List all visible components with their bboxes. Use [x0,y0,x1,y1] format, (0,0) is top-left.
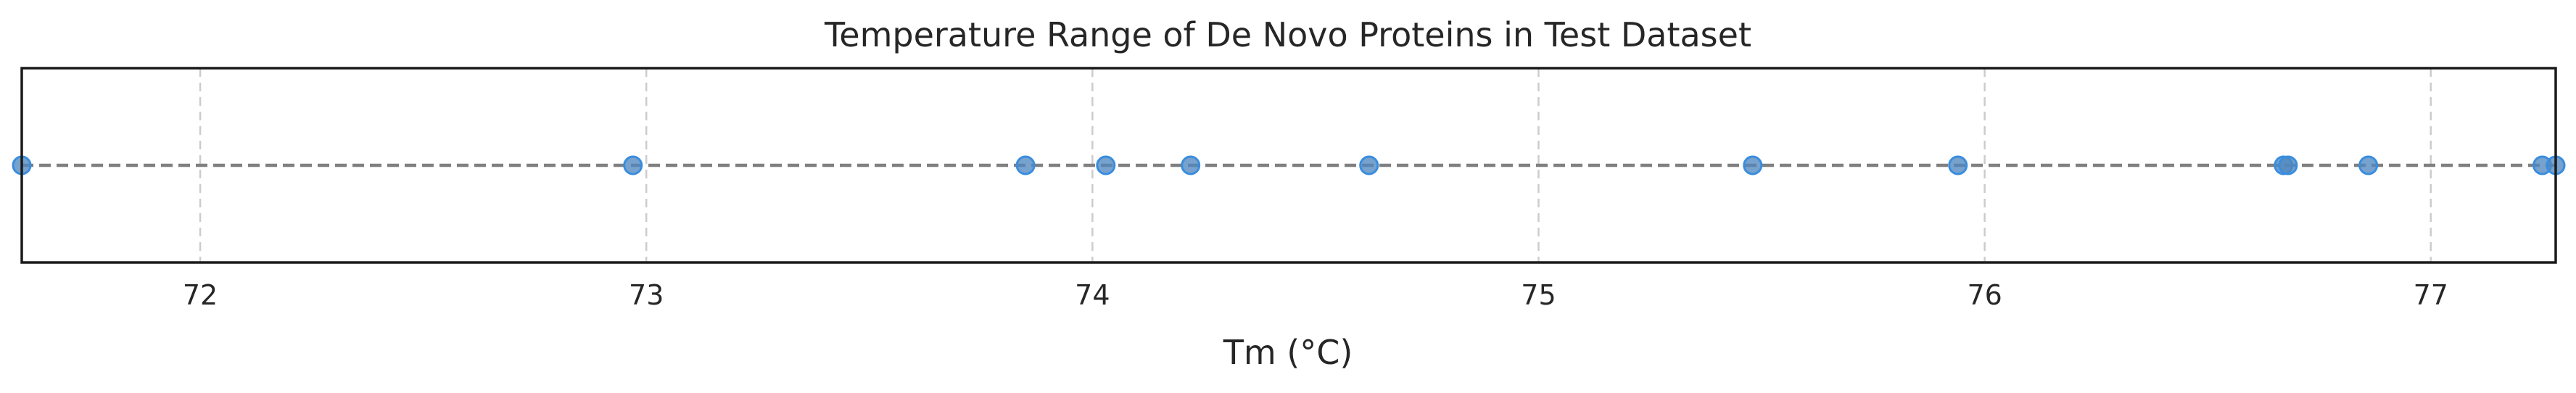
data-point [2358,155,2379,175]
x-axis-label: Tm (°C) [1223,333,1353,372]
data-point [2278,155,2298,175]
x-tick-label: 74 [1075,279,1110,311]
data-point [1743,155,1763,175]
x-tick-label: 77 [2414,279,2448,311]
data-point [1359,155,1379,175]
data-points [12,155,2566,175]
data-point [1948,155,1968,175]
data-point [1096,155,1116,175]
data-point [1181,155,1201,175]
x-tick-label: 75 [1521,279,1556,311]
x-tick-label: 72 [183,279,218,311]
grid-lines [199,68,2432,262]
data-point [1015,155,1036,175]
x-tick-label: 73 [629,279,664,311]
x-axis-ticks: 72 73 74 75 76 77 [183,279,2448,311]
chart-title: Temperature Range of De Novo Proteins in… [824,15,1751,54]
data-point [623,155,643,175]
x-tick-label: 76 [1967,279,2002,311]
plot-frame [20,67,2557,264]
